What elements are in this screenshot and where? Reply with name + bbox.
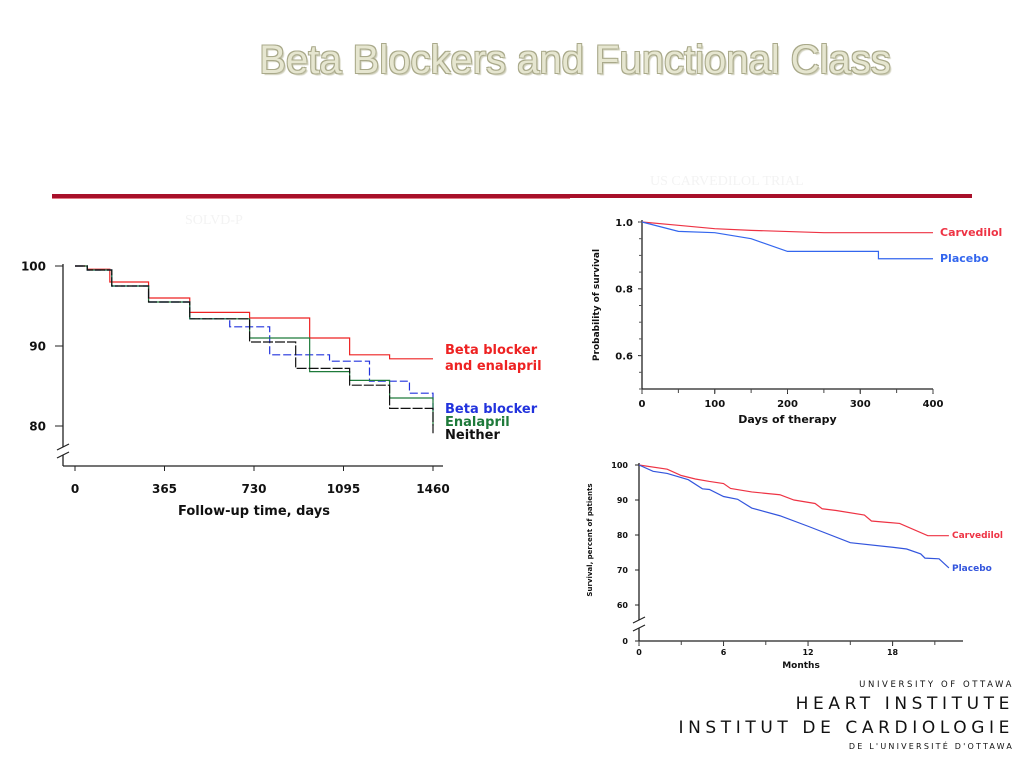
chart-1-y-tick-label: 80	[29, 420, 46, 434]
chart-2-x-tick-label: 400	[923, 399, 944, 410]
chart-2-x-tick-label: 300	[850, 399, 871, 410]
chart-2-y-tick-label: 0.8	[615, 285, 633, 296]
chart-3-x-tick-label: 12	[802, 648, 813, 657]
chart-1-series-beta-blocker-line	[75, 265, 434, 414]
chart-1-x-tick-label: 1095	[327, 482, 360, 496]
chart-1-x-axis-title: Follow-up time, days	[178, 504, 330, 519]
chart-1-series-enalapril-legend-label: Enalapril	[445, 415, 510, 430]
chart-1-axis-break-mark	[56, 443, 70, 451]
chart-2-x-tick-label: 0	[639, 399, 646, 410]
chart-1-x-tick-label: 730	[241, 482, 266, 496]
chart-2-series-placebo-legend-label: Placebo	[940, 252, 989, 265]
chart-3-y-tick-label: 80	[617, 531, 629, 540]
chart-3-y-tick-label: 70	[617, 566, 629, 575]
heart-institute-logo: UNIVERSITY OF OTTAWA HEART INSTITUTE INS…	[678, 680, 1014, 751]
chart-3-series-carvedilol-line	[638, 464, 949, 537]
title-divider-right	[570, 194, 972, 198]
chart-1-series-neither-line	[75, 265, 434, 434]
chart-2-series-carvedilol-line	[641, 221, 933, 234]
logo-line-4: DE L'UNIVERSITÉ D'OTTAWA	[848, 742, 1014, 751]
us-carvedilol-trial-label: US CARVEDILOL TRIAL	[650, 174, 804, 189]
logo-line-2: HEART INSTITUTE	[795, 694, 1014, 714]
chart-2-x-tick-label: 200	[777, 399, 798, 410]
chart-1-series-neither-legend-label: Neither	[445, 428, 500, 443]
chart-2-y-tick-label: 0.6	[615, 351, 633, 362]
chart-1-series-beta-blocker-legend-label: Beta blocker	[445, 402, 538, 417]
chart-3-y-tick-label: 100	[611, 461, 628, 470]
chart-1-x-tick-label: 0	[71, 482, 79, 496]
chart-3-x-tick-label: 18	[887, 648, 899, 657]
chart-3-y-tick-label: 90	[617, 496, 629, 505]
chart-2-x-axis-title: Days of therapy	[738, 413, 836, 426]
chart-1-y-tick-label: 100	[21, 260, 46, 274]
chart-1-series-beta-blocker-and-enalapril-legend-label: and enalapril	[445, 359, 542, 374]
chart-3-series-placebo-legend-label: Placebo	[952, 564, 992, 574]
chart-3-x-tick-label: 0	[636, 648, 642, 657]
chart-1-x-tick-label: 1460	[416, 482, 449, 496]
chart-3-x-tick-label: 6	[721, 648, 727, 657]
chart-2-y-axis-title: Probability of survival	[592, 249, 602, 361]
chart-3-axis-break-mark	[632, 616, 646, 624]
chart-3-series-placebo-line	[638, 464, 950, 569]
chart-1-series-beta-blocker-and-enalapril-line	[75, 265, 433, 360]
chart-2-series-placebo-line	[641, 221, 933, 260]
chart-3-series-carvedilol-legend-label: Carvedilol	[952, 531, 1003, 541]
chart-1-x-tick-label: 365	[152, 482, 177, 496]
logo-line-3: INSTITUT DE CARDIOLOGIE	[678, 718, 1014, 738]
logo-line-1: UNIVERSITY OF OTTAWA	[859, 680, 1014, 690]
chart-2-y-tick-label: 1.0	[615, 218, 633, 229]
slide-title: Beta Blockers and Functional Class	[259, 38, 891, 82]
solvd-label: SOLVD-P	[185, 213, 243, 228]
chart-3-y-tick-label: 0	[622, 637, 628, 646]
chart-3-x-axis-title: Months	[782, 661, 820, 671]
chart-2-x-tick-label: 100	[704, 399, 725, 410]
chart-3-y-tick-label: 60	[617, 601, 629, 610]
chart-1-axis-break-mark	[56, 451, 70, 459]
chart-3-axis-break-mark	[632, 624, 646, 632]
title-divider-left	[52, 194, 570, 199]
chart-1-series-beta-blocker-and-enalapril-legend-label: Beta blocker	[445, 343, 538, 358]
chart-2-series-carvedilol-legend-label: Carvedilol	[940, 226, 1002, 239]
chart-1-y-tick-label: 90	[29, 340, 46, 354]
chart-3-y-axis-title: Survival, percent of patients	[586, 483, 594, 596]
chart-1-series-enalapril-line	[75, 265, 434, 426]
